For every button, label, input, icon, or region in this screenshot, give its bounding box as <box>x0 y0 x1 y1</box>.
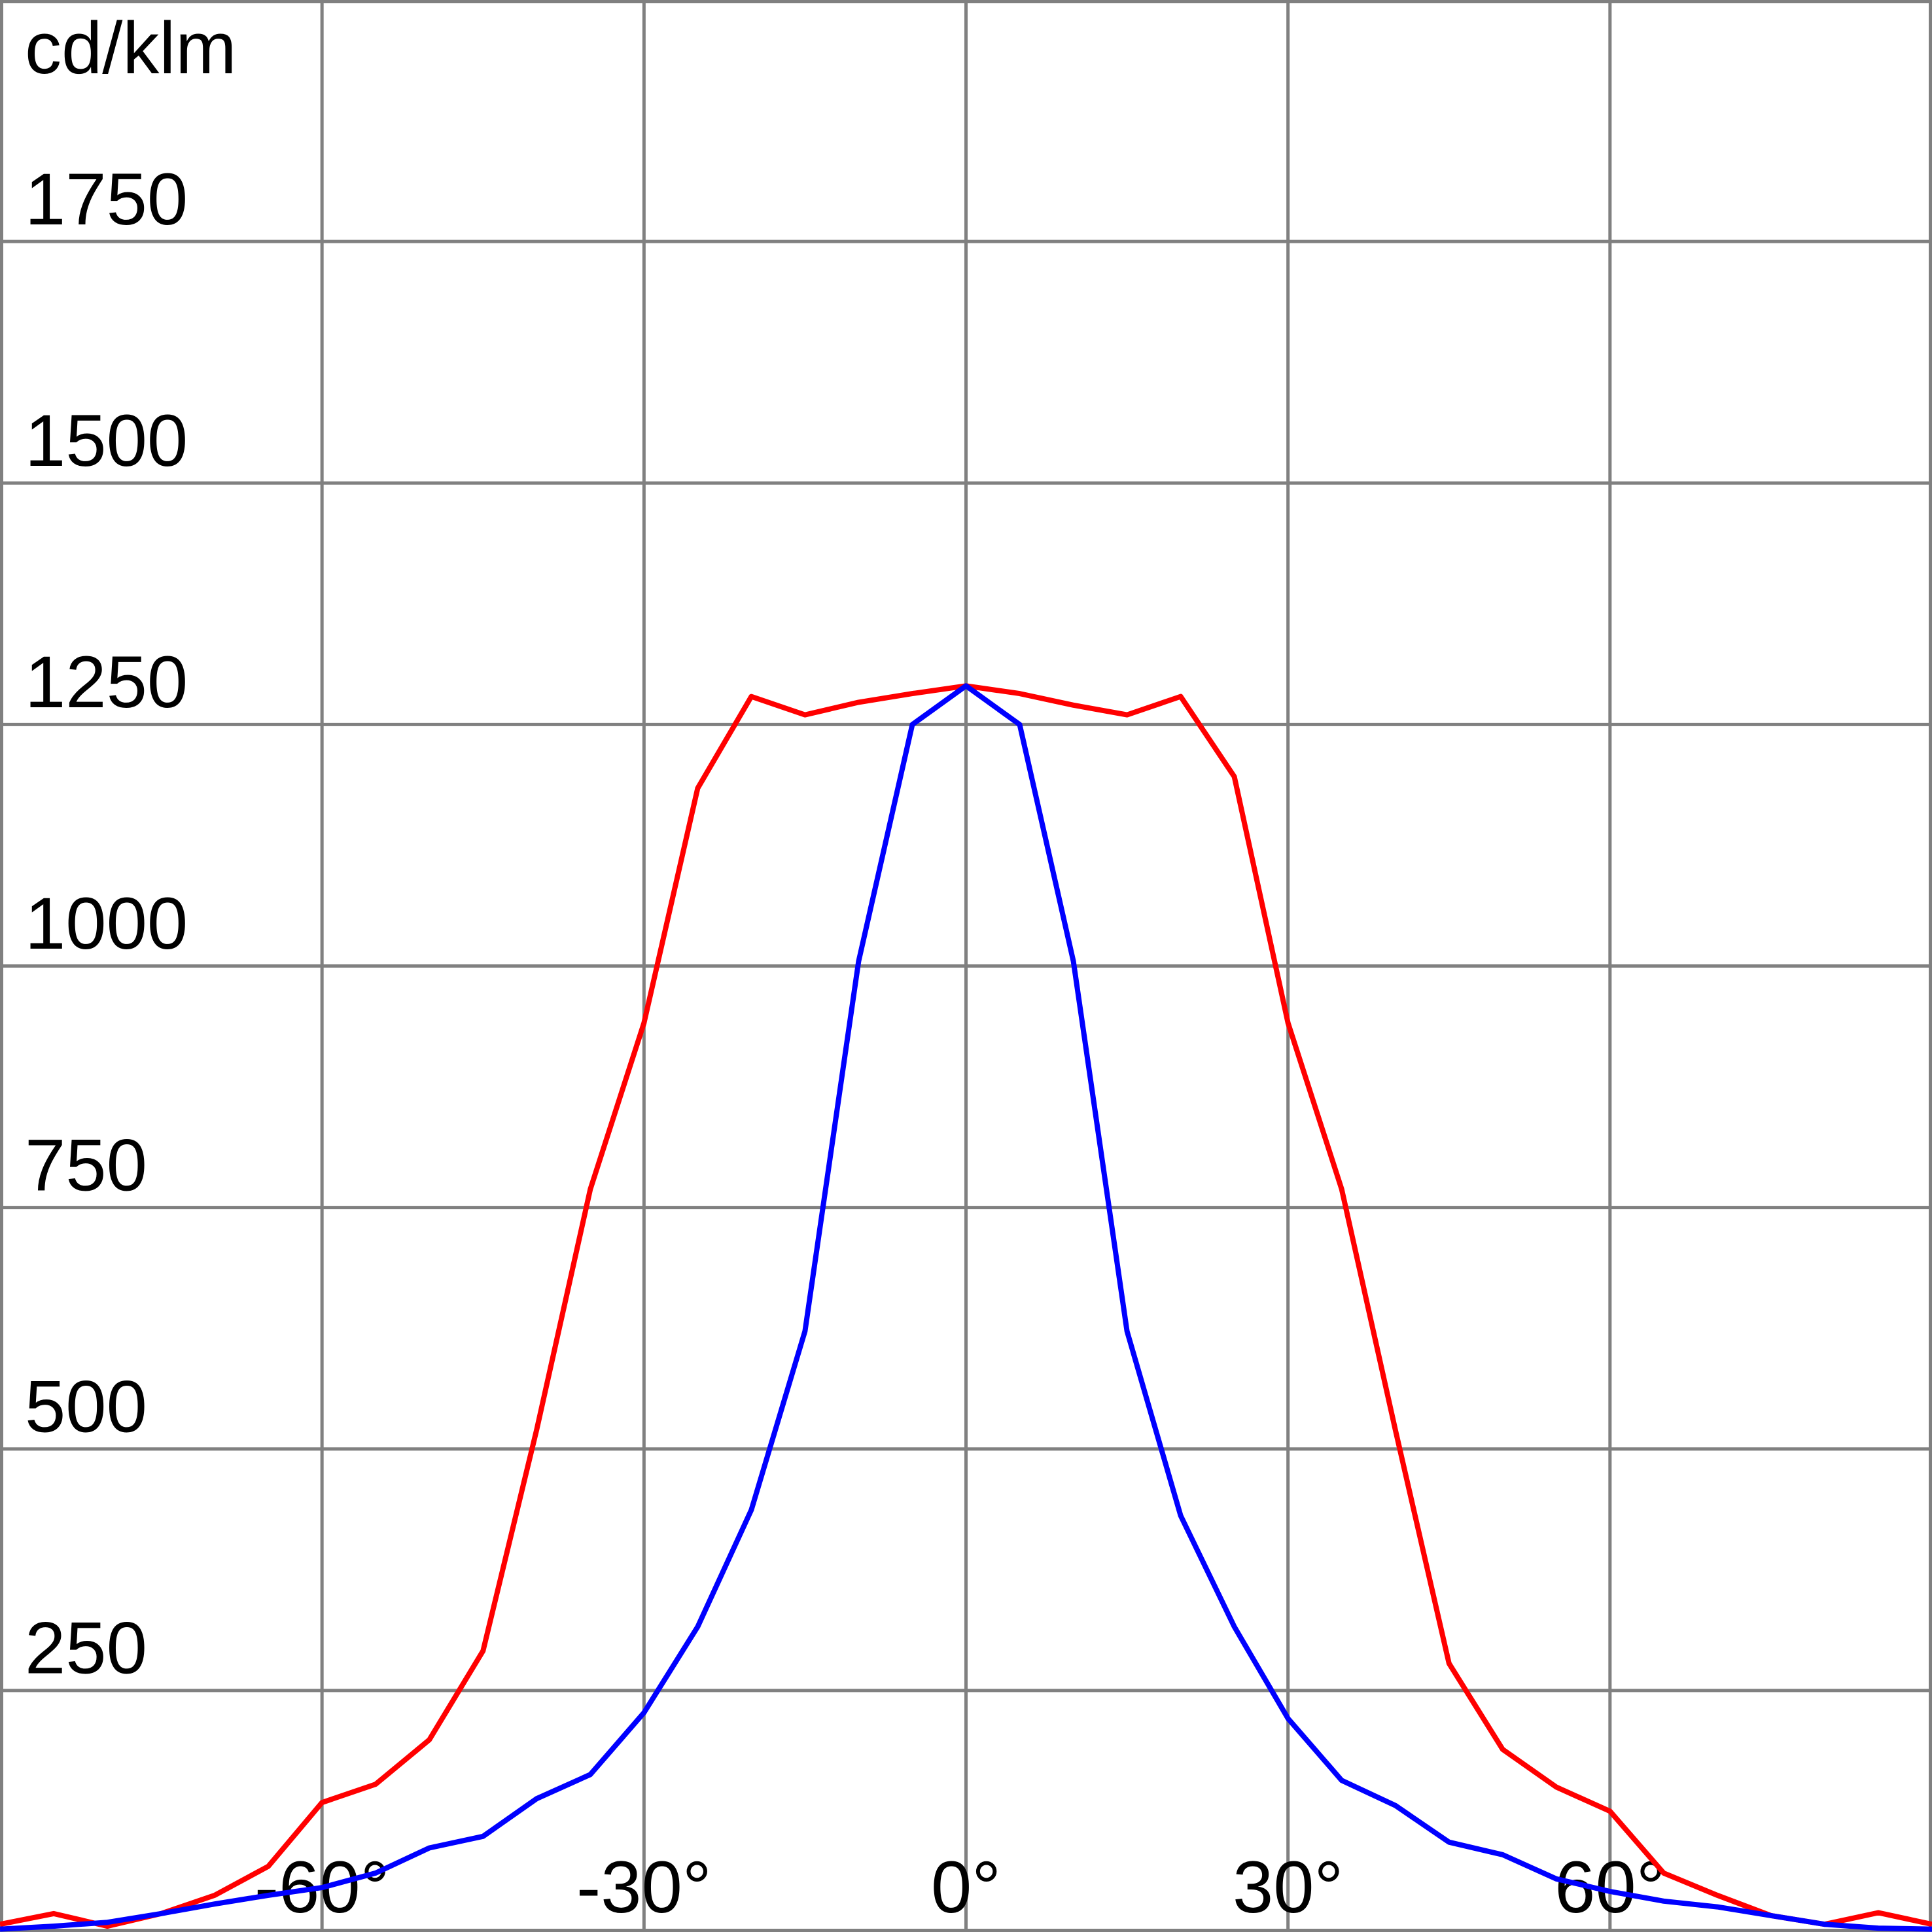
line-series <box>0 683 1932 1932</box>
x-tick-label: 60° <box>1554 1846 1665 1928</box>
y-tick-label: 250 <box>25 1607 147 1689</box>
y-tick-label: 750 <box>25 1124 147 1206</box>
x-tick-label: -30° <box>576 1846 712 1928</box>
y-tick-label: 1000 <box>25 883 188 964</box>
y-tick-label: 500 <box>25 1365 147 1447</box>
x-tick-label: 0° <box>931 1846 1001 1928</box>
y-tick-label: 1500 <box>25 400 188 482</box>
y-tick-label: 1250 <box>25 641 188 723</box>
y-tick-label: 1750 <box>25 158 188 240</box>
y-axis-label: cd/klm <box>25 7 237 89</box>
x-tick-label: 30° <box>1233 1846 1343 1928</box>
